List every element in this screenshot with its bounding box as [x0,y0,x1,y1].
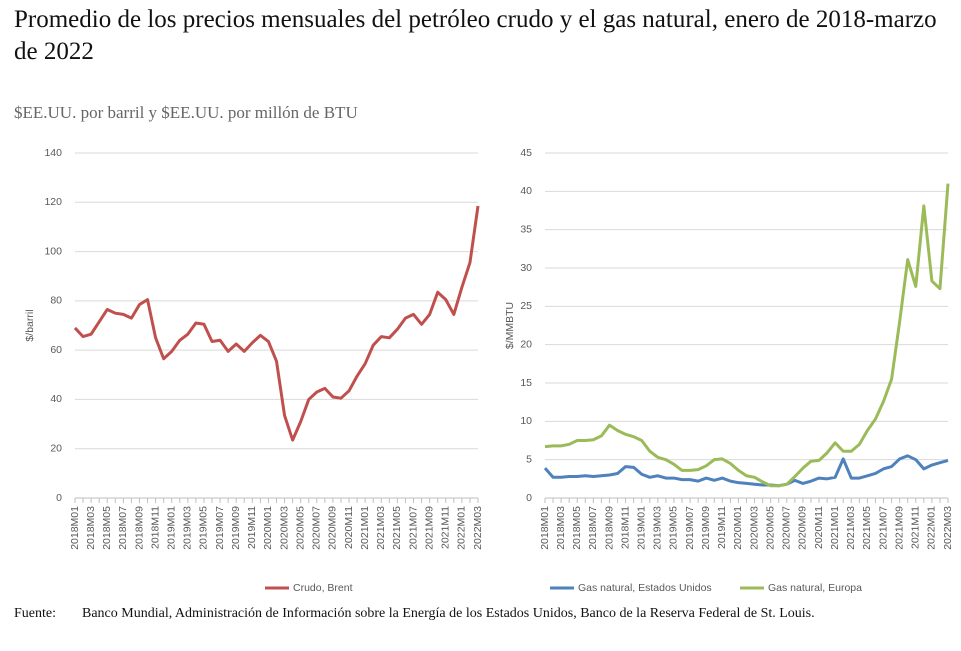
source-label: Fuente: [14,606,56,621]
legend-label: Gas natural, Europa [768,582,862,594]
x-tick-label: 2021M07 [877,506,889,550]
x-tick-label: 2018M03 [555,506,567,550]
y-tick-label: 35 [520,223,532,235]
y-tick-label: 40 [520,185,532,197]
x-tick-label: 2019M01 [166,506,178,550]
x-tick-label: 2020M07 [781,506,793,550]
x-tick-label: 2021M11 [910,506,922,549]
x-tick-label: 2018M05 [571,506,583,550]
x-tick-label: 2022M01 [456,506,468,550]
y-tick-label: 120 [44,196,62,208]
x-tick-label: 2019M01 [636,506,648,550]
x-tick-label: 2018M07 [587,506,599,550]
x-tick-label: 2018M11 [619,506,631,549]
x-tick-label: 2021M05 [861,506,873,550]
y-tick-label: 10 [520,415,532,427]
source-text: Banco Mundial, Administración de Informa… [82,606,815,621]
x-tick-label: 2022M03 [942,506,954,550]
legend-label: Gas natural, Estados Unidos [578,582,712,594]
source-note: Fuente: Banco Mundial, Administración de … [14,604,949,624]
x-tick-label: 2021M07 [407,506,419,550]
y-tick-label: 140 [44,147,62,159]
y-tick-label: 20 [50,442,62,454]
x-tick-label: 2020M05 [294,506,306,550]
subtitle: $EE.UU. por barril y $EE.UU. por millón … [14,103,358,122]
x-tick-label: 2020M05 [764,506,776,550]
y-tick-label: 80 [50,295,62,307]
x-tick-label: 2021M01 [829,506,841,550]
x-tick-label: 2020M09 [327,506,339,550]
x-tick-label: 2019M11 [246,506,258,549]
x-tick-label: 2020M01 [262,506,274,550]
x-tick-label: 2019M03 [652,506,664,550]
x-tick-label: 2019M05 [198,506,210,550]
x-tick-label: 2020M11 [343,506,355,549]
data-line [543,454,949,488]
x-tick-label: 2020M11 [813,506,825,549]
x-tick-label: 2018M11 [149,506,161,549]
x-tick-label: 2019M07 [214,506,226,550]
y-axis-title: $/MMBTU [504,302,516,349]
x-tick-label: 2021M01 [359,506,371,550]
x-tick-label: 2018M01 [539,506,551,550]
x-tick-label: 2020M03 [748,506,760,550]
y-axis-title: $/barril [24,309,36,341]
y-tick-label: 0 [526,492,532,504]
data-line [73,205,480,442]
y-tick-label: 30 [520,262,532,274]
x-tick-label: 2018M01 [69,506,81,550]
y-tick-label: 15 [520,377,532,389]
x-tick-label: 2020M09 [797,506,809,550]
x-tick-label: 2018M09 [603,506,615,550]
legend-label: Crudo, Brent [293,582,353,594]
y-tick-label: 5 [526,453,532,465]
y-tick-label: 45 [520,147,532,159]
x-tick-label: 2021M05 [391,506,403,550]
x-tick-label: 2022M01 [926,506,938,550]
x-tick-label: 2021M03 [375,506,387,550]
y-tick-label: 25 [520,300,532,312]
x-tick-label: 2021M09 [423,506,435,550]
x-tick-label: 2022M03 [472,506,484,550]
x-tick-label: 2020M03 [278,506,290,550]
x-tick-label: 2020M07 [311,506,323,550]
x-tick-label: 2020M01 [732,506,744,550]
y-tick-label: 60 [50,344,62,356]
x-tick-label: 2018M05 [101,506,113,550]
x-tick-label: 2021M09 [893,506,905,550]
y-tick-label: 100 [44,245,62,257]
x-tick-label: 2019M05 [668,506,680,550]
x-tick-label: 2018M07 [117,506,129,550]
y-tick-label: 0 [56,492,62,504]
x-tick-label: 2019M07 [684,506,696,550]
y-tick-label: 40 [50,393,62,405]
x-tick-label: 2019M03 [182,506,194,550]
x-tick-label: 2019M09 [230,506,242,550]
x-tick-label: 2021M11 [440,506,452,549]
title: Promedio de los precios mensuales del pe… [14,6,937,65]
x-tick-label: 2021M03 [845,506,857,550]
x-tick-label: 2018M03 [85,506,97,550]
y-tick-label: 20 [520,338,532,350]
data-line [544,183,950,488]
x-tick-label: 2019M11 [716,506,728,549]
x-tick-label: 2019M09 [700,506,712,550]
x-tick-label: 2018M09 [133,506,145,550]
